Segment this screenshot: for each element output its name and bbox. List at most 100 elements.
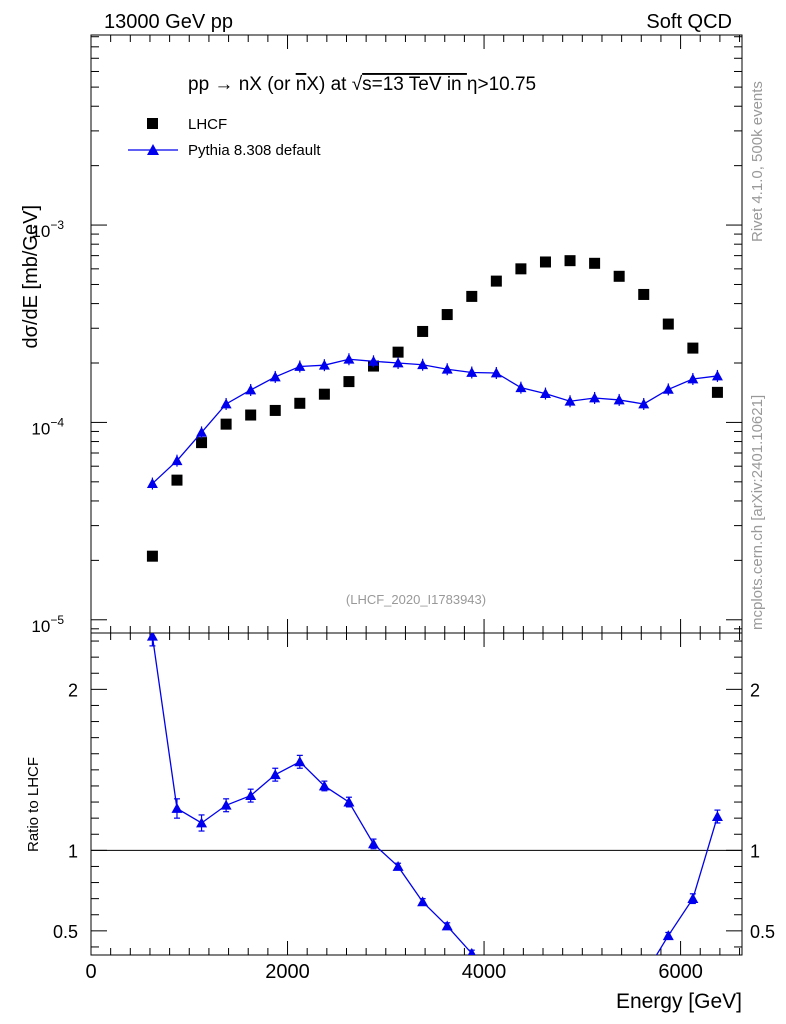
pythia-point <box>417 359 429 370</box>
ratio-y-tick-label: 2 <box>68 680 78 700</box>
lhcf-point <box>539 256 551 268</box>
pythia-point <box>539 388 551 398</box>
x-tick-label: 0 <box>85 961 96 983</box>
lhcf-point <box>318 388 330 400</box>
pythia-point <box>392 357 404 368</box>
pythia-point <box>196 426 208 437</box>
ratio-panel-marks <box>146 633 723 1000</box>
main-y-tick-label: 10−3 <box>31 218 64 241</box>
legend: LHCF Pythia 8.308 default <box>128 116 321 159</box>
ratio-point <box>318 780 330 791</box>
lhcf-point <box>564 255 576 267</box>
ratio-point <box>269 769 281 780</box>
pythia-point <box>441 363 453 374</box>
lhcf-point <box>490 275 502 287</box>
ratio-point <box>638 970 649 980</box>
pythia-point <box>318 359 330 370</box>
main-axis-ticks <box>90 35 742 633</box>
pythia-point <box>146 478 158 488</box>
ratio-y-tick-label-right: 1 <box>750 841 760 861</box>
pythia-point <box>269 371 281 382</box>
lhcf-point <box>171 474 183 486</box>
category-header-label: Soft QCD <box>646 11 732 33</box>
lhcf-point <box>662 318 674 330</box>
lhcf-point <box>441 309 453 321</box>
ratio-point <box>662 930 674 941</box>
ratio-line <box>151 636 719 955</box>
ratio-point <box>589 987 600 997</box>
x-tick-label: 2000 <box>265 961 310 983</box>
legend-label-pythia: Pythia 8.308 default <box>188 142 321 159</box>
ratio-y-tick-label-right: 0.5 <box>750 922 775 942</box>
pythia-point <box>294 361 306 371</box>
lhcf-point <box>196 437 208 449</box>
ratio-y-tick-labels: 2 1 0.5 2 1 0.5 <box>53 680 775 942</box>
ratio-y-tick-label: 1 <box>68 841 78 861</box>
lhcf-point <box>269 404 281 416</box>
pythia-point <box>564 395 576 406</box>
pythia-point <box>245 384 257 395</box>
lhcf-point <box>687 342 699 354</box>
lhcf-point <box>417 325 429 337</box>
ratio-point <box>146 633 158 641</box>
pythia-point <box>171 455 183 466</box>
x-tick-label: 6000 <box>658 961 703 983</box>
lhcf-point <box>294 397 306 409</box>
pythia-point <box>220 398 232 409</box>
ratio-y-axis-title: Ratio to LHCF <box>25 757 42 852</box>
lhcf-point <box>466 290 478 302</box>
pythia-point <box>490 367 502 378</box>
lhcf-point <box>343 376 355 388</box>
ratio-point <box>711 811 723 821</box>
ratio-axis-ticks <box>90 633 742 955</box>
ratio-y-tick-label: 0.5 <box>53 922 78 942</box>
pythia-point <box>711 370 723 381</box>
lhcf-point <box>589 257 601 269</box>
ratio-point <box>687 893 699 904</box>
lhcf-point <box>392 346 404 358</box>
main-panel-marks <box>146 255 723 562</box>
pythia-point <box>589 392 601 403</box>
pythia-point <box>638 398 650 409</box>
ratio-point <box>294 756 306 767</box>
ratio-point <box>392 860 404 871</box>
legend-marker-pythia <box>147 144 159 155</box>
ratio-point <box>515 982 526 992</box>
lhcf-point <box>146 550 158 562</box>
rivet-version-label: Rivet 4.1.0, 500k events <box>749 81 766 242</box>
pythia-point <box>368 355 380 366</box>
pythia-point <box>343 353 355 364</box>
ratio-point <box>417 896 429 907</box>
source-label: mcplots.cern.ch [arXiv:2401.10621] <box>749 395 766 630</box>
main-y-tick-labels: 10−3 10−4 10−5 <box>31 218 64 636</box>
ratio-point <box>196 817 208 828</box>
lhcf-point <box>711 386 723 398</box>
ratio-panel-frame <box>90 632 743 956</box>
pythia-point <box>662 383 674 394</box>
ratio-point <box>565 990 576 1000</box>
ratio-point <box>441 920 453 931</box>
x-axis-title: Energy [GeV] <box>616 990 742 1013</box>
ratio-y-tick-label-right: 2 <box>750 680 760 700</box>
lhcf-point <box>220 418 232 430</box>
x-tick-label: 4000 <box>462 961 507 983</box>
ratio-point <box>368 838 380 849</box>
ratio-point <box>245 790 257 801</box>
x-tick-labels: 0 2000 4000 6000 <box>85 961 702 983</box>
main-y-axis-title: dσ/dE [mb/GeV] <box>20 205 42 349</box>
pythia-point <box>613 394 625 405</box>
pythia-point <box>466 367 478 377</box>
plot-title: pp → nX (or nX) at √s=13 TeV in η>10.75 <box>188 74 536 95</box>
main-y-tick-label: 10−5 <box>31 613 64 636</box>
energy-header-label: 13000 GeV pp <box>104 11 233 33</box>
ratio-point <box>467 947 476 955</box>
ratio-point <box>343 796 355 807</box>
pythia-point <box>515 382 527 393</box>
ratio-point <box>220 799 232 810</box>
ratio-point <box>540 987 551 997</box>
lhcf-point <box>515 263 527 275</box>
analysis-tag: (LHCF_2020_I1783943) <box>346 592 486 607</box>
legend-marker-lhcf <box>147 118 158 129</box>
pythia-line <box>151 358 718 485</box>
